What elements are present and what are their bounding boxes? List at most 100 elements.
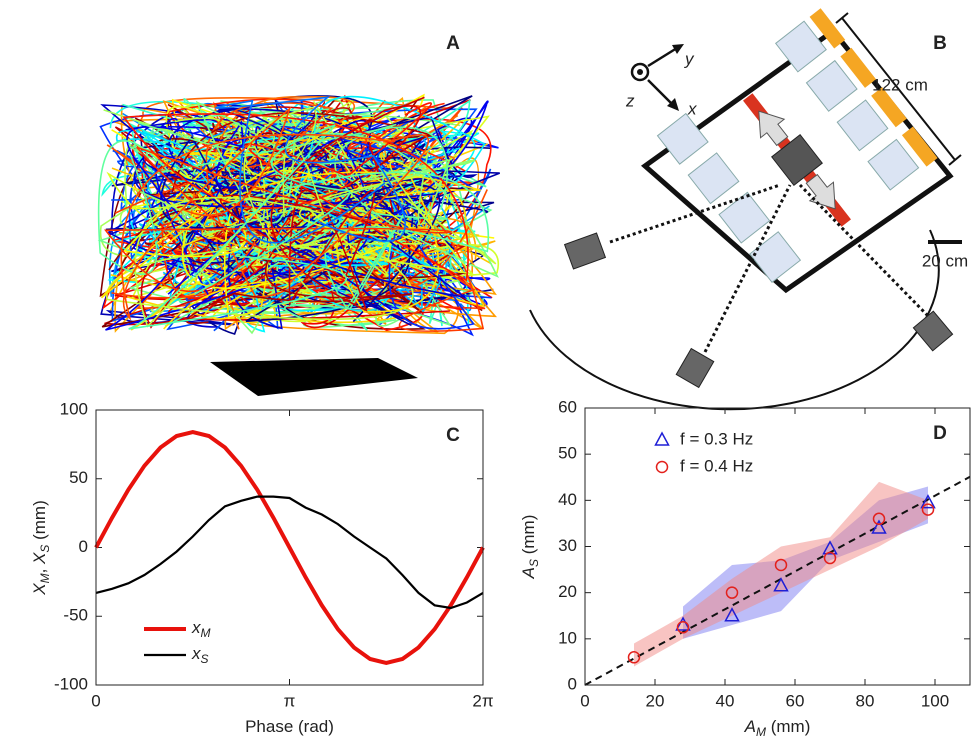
y-tick-label: 30 [558,536,577,555]
legend-label: f = 0.3 Hz [680,429,753,448]
trajectory [146,118,490,290]
x-tick-label: 60 [786,691,805,710]
dimension-end [835,12,849,24]
cameras [563,232,954,389]
plot-frame [584,407,971,686]
x-tick-label: π [284,691,296,710]
series-line [94,429,485,666]
sightline [798,183,934,322]
marker [871,519,887,534]
axis-label: y [684,49,695,68]
dimension-end [948,154,962,166]
y-tick-label: -100 [54,674,88,693]
trajectory [157,105,353,304]
axis-label: x [687,99,697,118]
sightlines [609,183,934,353]
marker [627,651,641,664]
light [871,87,907,128]
mover [771,134,823,186]
x-tick-label: 0 [91,691,100,710]
camera [675,347,715,389]
y-tick-label: -50 [63,606,88,625]
y-tick-label: 0 [568,674,577,693]
y-tick-label: 50 [69,468,88,487]
y-axis-label: AS​ (mm) [519,515,541,580]
x-tick-label: 40 [716,691,735,710]
y-tick-label: 0 [79,537,88,556]
y-tick-label: 20 [558,582,577,601]
x-tick-label: 100 [921,691,949,710]
light [901,126,938,167]
y-axis-label: XM​, XS​ (mm) [30,500,52,596]
trajectory [219,96,425,312]
trajectory [120,106,430,321]
marker [676,621,690,634]
arrowhead [672,44,684,54]
scale-label: 20 cm [922,251,968,270]
fit-line [584,475,971,686]
plot-frame [95,409,484,686]
x-axis-label: Phase (rad) [245,717,334,736]
panel-a [97,93,500,396]
window [867,138,920,191]
marker [725,586,739,599]
marker [774,558,788,572]
arrowhead [667,98,679,111]
x-tick-label: 80 [856,691,875,710]
marker [724,607,740,622]
window [718,191,771,244]
trajectory [267,95,486,267]
y-tick-label: 40 [558,490,577,509]
panel-label: C [446,425,460,446]
trajectory [168,107,394,330]
sightline [703,184,792,353]
y-axis-arrow [647,46,678,68]
panel-label: A [446,33,460,54]
trajectory [281,125,476,330]
window [836,99,889,152]
window [805,59,858,112]
marker [675,616,691,631]
x-tick-label: 0 [580,691,589,710]
axis-label: z [625,91,635,110]
trajectory [137,152,475,236]
camera [563,232,607,270]
trajectory [171,112,432,325]
floor-plate [210,358,418,396]
marker [872,512,886,526]
window [656,112,709,165]
y-tick-label: 60 [558,397,577,416]
length-label: 122 cm [872,75,928,94]
legend-box [139,612,226,672]
x-tick-label: 20 [646,691,665,710]
window [749,231,802,284]
series-line [95,495,484,610]
dimension-line [841,17,956,161]
arrow [758,110,789,147]
legend-label: f = 0.4 Hz [680,456,753,475]
trajectory [97,126,449,275]
marker [773,577,789,592]
x-axis-arrow [647,79,673,105]
trajectory [128,124,351,330]
band [634,481,928,667]
legend-marker [654,431,670,446]
window [774,20,827,73]
y-tick-label: 10 [558,628,577,647]
trajectory [215,96,406,244]
trajectory [122,102,469,282]
legend-label: xM​ [191,618,211,640]
marker [823,551,837,565]
panel-b [529,8,962,411]
trajectory [176,115,500,323]
marker [822,540,838,555]
y-tick-label: 50 [558,444,577,463]
marker [921,503,935,516]
legend-label: xS​ [191,644,209,666]
trajectory [100,104,467,304]
legend-marker [655,460,669,474]
window [687,152,740,205]
tank-contents [656,8,938,284]
camera [912,310,954,352]
